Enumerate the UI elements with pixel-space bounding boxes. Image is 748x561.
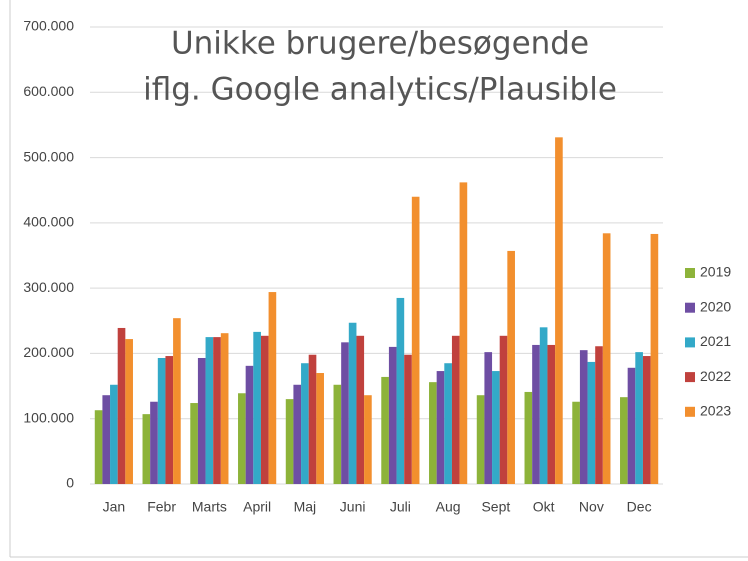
legend-label: 2023 xyxy=(700,403,731,419)
bar xyxy=(429,382,437,484)
y-tick-label: 300.000 xyxy=(23,279,74,295)
bar xyxy=(620,397,628,484)
bar xyxy=(301,363,309,484)
bar xyxy=(117,327,126,484)
bar xyxy=(602,233,611,484)
bar xyxy=(499,335,508,484)
y-tick-label: 100.000 xyxy=(23,409,74,425)
x-tick-label: Juni xyxy=(340,499,366,515)
bar xyxy=(308,354,317,484)
bar xyxy=(293,384,302,484)
bar xyxy=(587,361,596,484)
legend-swatch xyxy=(685,337,695,348)
bar xyxy=(364,395,372,484)
bar xyxy=(396,297,405,484)
bar xyxy=(436,371,445,484)
bar xyxy=(260,335,269,484)
bar xyxy=(125,339,133,484)
legend-label: 2020 xyxy=(700,298,731,314)
chart-title: Unikke brugere/besøgende xyxy=(171,26,589,62)
bar xyxy=(555,137,563,484)
bar xyxy=(507,250,515,484)
bar xyxy=(285,399,294,484)
legend-label: 2022 xyxy=(700,368,731,384)
bar xyxy=(190,403,198,484)
bar xyxy=(642,356,651,484)
bar xyxy=(539,327,548,484)
bar xyxy=(150,401,158,484)
bar xyxy=(173,318,181,484)
bar xyxy=(110,384,118,484)
bar xyxy=(492,371,500,484)
bar xyxy=(253,331,261,484)
bar xyxy=(316,373,324,484)
x-tick-label: Nov xyxy=(579,499,604,515)
legend-swatch xyxy=(685,268,695,278)
legend-swatch xyxy=(685,406,695,417)
bar xyxy=(532,344,540,484)
bar xyxy=(220,333,229,484)
y-tick-label: 700.000 xyxy=(23,18,74,34)
x-tick-label: Dec xyxy=(627,499,652,515)
bar xyxy=(348,322,357,484)
bar xyxy=(268,292,277,484)
y-tick-label: 600.000 xyxy=(23,83,74,99)
x-tick-label: Juli xyxy=(390,499,411,515)
x-tick-label: Marts xyxy=(192,499,227,515)
bar xyxy=(476,395,485,484)
bar xyxy=(388,346,397,484)
y-tick-label: 500.000 xyxy=(23,148,74,164)
x-tick-label: Sept xyxy=(481,499,510,515)
x-tick-label: Maj xyxy=(294,499,317,515)
bar xyxy=(94,410,103,484)
bar xyxy=(213,337,221,484)
bar xyxy=(381,376,389,484)
bar xyxy=(238,393,246,484)
bar xyxy=(404,354,412,484)
bar xyxy=(635,352,643,484)
legend-label: 2021 xyxy=(700,333,731,349)
y-tick-label: 200.000 xyxy=(23,344,74,360)
bar xyxy=(142,414,151,484)
y-tick-label: 400.000 xyxy=(23,214,74,230)
bar xyxy=(627,367,636,484)
bar xyxy=(595,346,603,484)
bar xyxy=(356,335,365,484)
x-tick-label: Jan xyxy=(103,499,126,515)
x-tick-label: Aug xyxy=(436,499,461,515)
y-tick-label: 0 xyxy=(66,475,74,491)
bar xyxy=(411,196,420,484)
bar xyxy=(197,357,206,484)
bar xyxy=(157,357,166,484)
bar xyxy=(165,356,174,484)
x-tick-label: April xyxy=(243,499,271,515)
x-tick-label: Okt xyxy=(533,499,555,515)
bar xyxy=(547,344,556,484)
legend-label: 2019 xyxy=(700,264,731,280)
x-tick-label: Febr xyxy=(147,499,176,515)
bar xyxy=(459,182,468,484)
bar xyxy=(205,337,214,484)
bar xyxy=(333,384,342,484)
bar xyxy=(572,401,580,484)
bar xyxy=(451,335,460,484)
bar xyxy=(484,352,493,484)
legend-swatch xyxy=(685,372,695,383)
legend-swatch xyxy=(685,302,695,313)
bar xyxy=(444,363,452,484)
bar xyxy=(650,233,659,484)
bar xyxy=(341,342,349,484)
bar xyxy=(579,350,588,484)
bar xyxy=(524,391,533,484)
bar xyxy=(102,395,111,484)
bar xyxy=(245,365,254,484)
chart-title: iflg. Google analytics/Plausible xyxy=(143,72,617,108)
